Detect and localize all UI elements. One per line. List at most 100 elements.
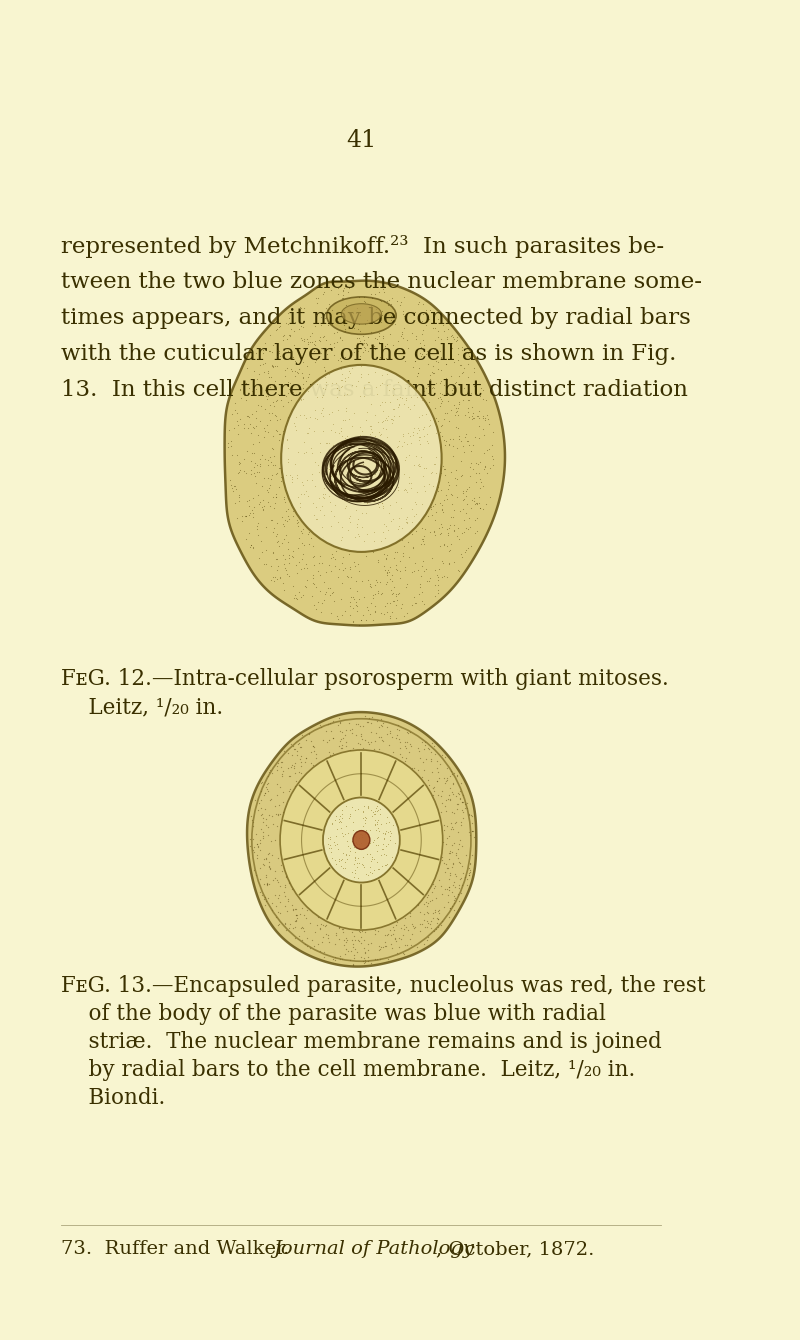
- Point: [429, 509, 442, 531]
- Point: [446, 856, 458, 878]
- Point: [292, 515, 305, 536]
- Point: [257, 553, 270, 575]
- Point: [295, 302, 308, 323]
- Point: [416, 531, 429, 552]
- Point: [287, 413, 300, 434]
- Point: [290, 407, 302, 429]
- Point: [418, 415, 430, 437]
- Point: [294, 752, 307, 773]
- Point: [322, 833, 334, 855]
- Point: [419, 519, 432, 540]
- Point: [474, 452, 486, 473]
- Point: [330, 536, 343, 557]
- Point: [367, 521, 380, 543]
- Point: [424, 521, 437, 543]
- Point: [450, 474, 463, 496]
- Point: [381, 807, 394, 828]
- Point: [342, 835, 354, 856]
- Point: [451, 417, 464, 438]
- Point: [261, 414, 274, 436]
- Point: [333, 422, 346, 444]
- Point: [270, 389, 283, 410]
- Point: [362, 796, 374, 817]
- Point: [478, 456, 491, 477]
- Point: [297, 474, 310, 496]
- Point: [262, 454, 274, 476]
- Point: [462, 366, 474, 387]
- Point: [438, 565, 450, 587]
- Point: [483, 486, 496, 508]
- Point: [439, 485, 452, 507]
- Point: [282, 383, 294, 405]
- Point: [257, 352, 270, 374]
- Point: [413, 419, 426, 441]
- Point: [460, 478, 473, 500]
- Point: [243, 828, 256, 850]
- Point: [334, 850, 347, 871]
- Point: [358, 812, 371, 833]
- Point: [430, 407, 442, 429]
- Point: [364, 832, 377, 854]
- Point: [270, 406, 282, 427]
- Point: [249, 401, 262, 422]
- Point: [288, 757, 301, 779]
- Point: [423, 308, 436, 330]
- Point: [261, 875, 274, 896]
- Point: [398, 750, 411, 772]
- Point: [423, 567, 436, 588]
- Point: [270, 532, 283, 553]
- Point: [335, 588, 348, 610]
- Point: [369, 602, 382, 623]
- Point: [261, 481, 274, 502]
- Point: [330, 541, 342, 563]
- Point: [359, 823, 372, 844]
- Point: [333, 851, 346, 872]
- Point: [294, 736, 306, 757]
- Point: [378, 484, 390, 505]
- Point: [344, 557, 357, 579]
- Point: [253, 431, 266, 453]
- Point: [260, 890, 273, 911]
- Point: [386, 923, 399, 945]
- Point: [231, 423, 244, 445]
- Point: [393, 583, 406, 604]
- Point: [466, 844, 478, 866]
- Point: [327, 728, 340, 749]
- Point: [412, 894, 425, 915]
- Point: [372, 332, 385, 354]
- Point: [283, 465, 296, 486]
- Point: [310, 496, 322, 517]
- Point: [338, 370, 351, 391]
- Point: [339, 736, 352, 757]
- Point: [406, 561, 418, 583]
- Point: [241, 383, 254, 405]
- Point: [361, 712, 374, 733]
- Point: [308, 741, 321, 762]
- Point: [316, 452, 329, 473]
- Point: [347, 836, 360, 858]
- Point: [293, 761, 306, 783]
- Point: [404, 477, 417, 498]
- Point: [373, 460, 386, 481]
- Point: [427, 878, 440, 899]
- Point: [454, 354, 467, 375]
- Point: [450, 401, 462, 422]
- Point: [321, 431, 334, 453]
- Point: [359, 429, 372, 450]
- Point: [318, 360, 331, 382]
- Point: [473, 427, 486, 449]
- Point: [378, 823, 391, 844]
- Point: [359, 434, 372, 456]
- Point: [350, 595, 362, 616]
- Point: [343, 543, 356, 564]
- Point: [418, 476, 430, 497]
- Point: [441, 757, 454, 779]
- Ellipse shape: [326, 297, 396, 334]
- Point: [310, 576, 322, 598]
- Point: [259, 332, 272, 354]
- Point: [254, 410, 267, 431]
- Point: [415, 582, 428, 603]
- Point: [276, 330, 289, 351]
- Point: [402, 919, 414, 941]
- Point: [459, 793, 472, 815]
